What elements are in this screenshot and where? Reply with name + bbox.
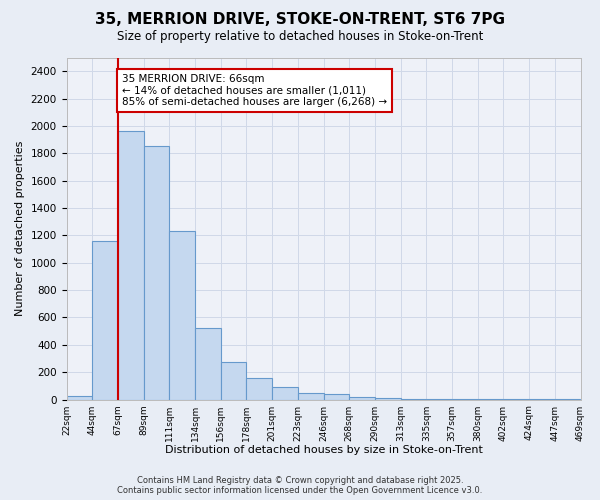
Bar <box>92 241 118 400</box>
Text: 35, MERRION DRIVE, STOKE-ON-TRENT, ST6 7PG: 35, MERRION DRIVE, STOKE-ON-TRENT, ST6 7… <box>95 12 505 28</box>
Bar <box>375 398 401 400</box>
Bar <box>118 132 143 400</box>
Bar <box>221 362 247 400</box>
Bar <box>247 378 272 400</box>
Bar <box>323 394 349 400</box>
Text: Size of property relative to detached houses in Stoke-on-Trent: Size of property relative to detached ho… <box>117 30 483 43</box>
Bar <box>272 388 298 400</box>
Bar <box>195 328 221 400</box>
Y-axis label: Number of detached properties: Number of detached properties <box>15 141 25 316</box>
Bar <box>67 396 92 400</box>
Bar <box>143 146 169 400</box>
Bar <box>298 394 323 400</box>
Text: 35 MERRION DRIVE: 66sqm
← 14% of detached houses are smaller (1,011)
85% of semi: 35 MERRION DRIVE: 66sqm ← 14% of detache… <box>122 74 387 107</box>
Bar <box>169 232 195 400</box>
Bar <box>401 399 427 400</box>
Text: Contains HM Land Registry data © Crown copyright and database right 2025.
Contai: Contains HM Land Registry data © Crown c… <box>118 476 482 495</box>
X-axis label: Distribution of detached houses by size in Stoke-on-Trent: Distribution of detached houses by size … <box>164 445 482 455</box>
Bar <box>349 397 375 400</box>
